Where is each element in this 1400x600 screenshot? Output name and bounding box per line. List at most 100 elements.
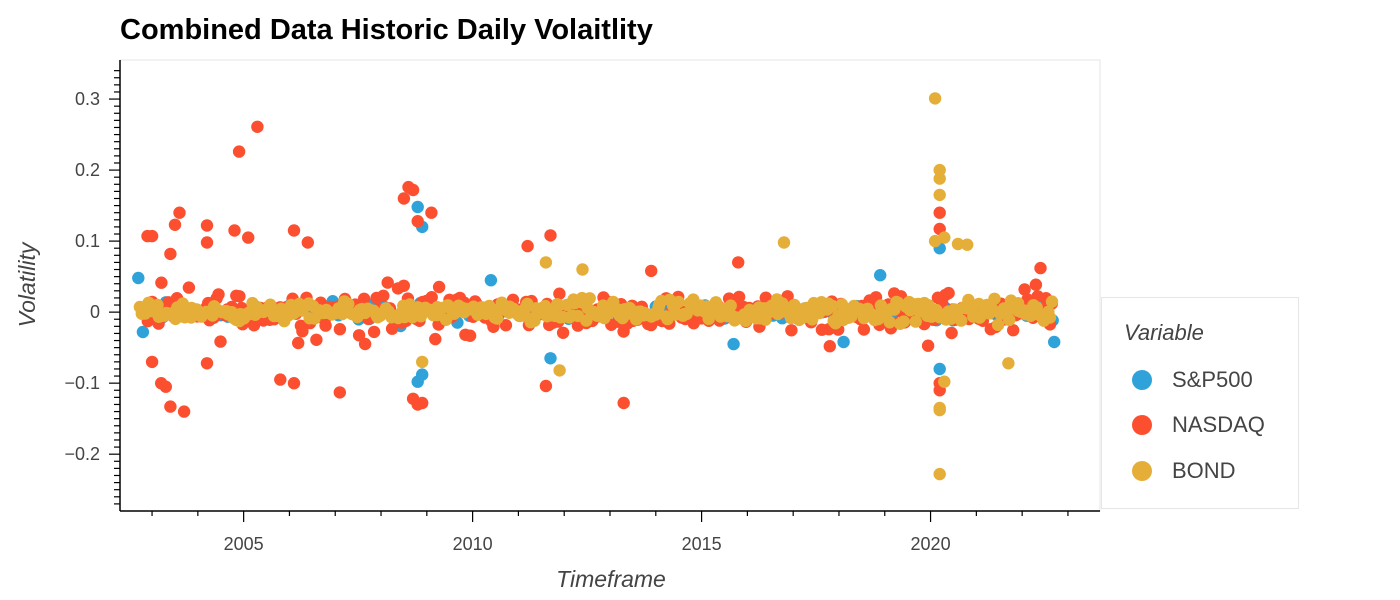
data-point bbox=[381, 276, 394, 289]
data-point bbox=[617, 396, 630, 410]
data-point bbox=[416, 355, 429, 369]
data-point bbox=[228, 224, 241, 237]
data-point bbox=[933, 172, 946, 185]
data-point bbox=[301, 236, 314, 249]
data-point bbox=[274, 373, 287, 386]
data-point bbox=[287, 377, 301, 390]
data-point bbox=[310, 333, 323, 346]
x-tick-label: 2020 bbox=[911, 534, 951, 554]
data-point bbox=[136, 325, 150, 339]
data-point bbox=[164, 400, 177, 413]
data-point bbox=[1034, 261, 1047, 275]
data-point bbox=[539, 256, 553, 269]
data-point bbox=[951, 237, 965, 251]
data-point bbox=[1002, 357, 1015, 370]
y-tick-label: 0.3 bbox=[75, 89, 100, 109]
x-tick-label: 2015 bbox=[682, 534, 722, 554]
data-point bbox=[933, 206, 946, 219]
data-point bbox=[777, 236, 791, 249]
data-point bbox=[933, 362, 946, 376]
data-point bbox=[1007, 324, 1020, 337]
data-point bbox=[933, 163, 946, 177]
data-point bbox=[823, 340, 836, 353]
data-point bbox=[173, 206, 186, 219]
data-point bbox=[933, 467, 946, 481]
data-point bbox=[521, 239, 534, 253]
data-point bbox=[132, 271, 145, 285]
series-bond bbox=[133, 92, 1059, 481]
data-point bbox=[1048, 335, 1061, 349]
data-point bbox=[212, 288, 225, 301]
data-point bbox=[928, 92, 942, 105]
data-point bbox=[491, 312, 504, 325]
y-tick-label: 0.2 bbox=[75, 160, 100, 180]
points-layer bbox=[132, 92, 1061, 481]
data-point bbox=[352, 329, 366, 342]
legend-dot-sp500 bbox=[1132, 370, 1152, 390]
data-point bbox=[200, 236, 214, 249]
data-point bbox=[233, 290, 246, 303]
data-point bbox=[857, 323, 871, 336]
data-point bbox=[672, 295, 685, 309]
data-point bbox=[955, 314, 968, 327]
y-axis-label: Volatility bbox=[14, 241, 40, 327]
data-point bbox=[164, 247, 177, 261]
data-point bbox=[961, 238, 974, 251]
data-point bbox=[724, 299, 737, 312]
data-point bbox=[938, 375, 951, 388]
data-point bbox=[539, 379, 553, 393]
data-point bbox=[1043, 311, 1057, 324]
data-point bbox=[251, 120, 264, 133]
data-point bbox=[727, 337, 740, 351]
data-point bbox=[1029, 278, 1043, 291]
data-point bbox=[406, 183, 420, 197]
data-point bbox=[151, 298, 164, 312]
data-point bbox=[429, 332, 442, 346]
data-point bbox=[897, 315, 910, 328]
data-point bbox=[425, 206, 438, 219]
y-tick-label: −0.1 bbox=[64, 373, 100, 393]
data-point bbox=[342, 297, 355, 311]
data-point bbox=[942, 286, 955, 300]
data-point bbox=[145, 355, 159, 369]
data-point bbox=[145, 229, 159, 243]
chart-title: Combined Data Historic Daily Volaitlity bbox=[120, 14, 653, 46]
data-point bbox=[367, 325, 381, 339]
data-point bbox=[432, 280, 446, 294]
data-point bbox=[177, 405, 191, 418]
data-point bbox=[416, 368, 429, 381]
legend-label-sp500: S&P500 bbox=[1172, 367, 1253, 392]
data-point bbox=[333, 386, 346, 399]
legend-label-nasdaq: NASDAQ bbox=[1172, 412, 1265, 437]
data-point bbox=[583, 292, 596, 305]
series-nasdaq bbox=[137, 120, 1059, 418]
data-point bbox=[1045, 295, 1059, 308]
legend-dot-bond bbox=[1132, 461, 1152, 481]
data-point bbox=[576, 263, 589, 276]
data-point bbox=[200, 219, 214, 232]
data-point bbox=[319, 319, 332, 332]
data-point bbox=[553, 287, 566, 300]
data-point bbox=[247, 319, 261, 332]
data-point bbox=[883, 316, 896, 329]
data-point bbox=[732, 290, 746, 304]
data-point bbox=[377, 289, 390, 302]
data-point bbox=[1003, 313, 1016, 327]
data-point bbox=[155, 276, 168, 289]
x-axis-ticks: 2005 2010 2015 2020 bbox=[151, 511, 1069, 554]
data-point bbox=[991, 318, 1005, 332]
plot-frame bbox=[119, 59, 1101, 512]
data-point bbox=[874, 269, 887, 282]
series-s-p500 bbox=[132, 200, 1061, 388]
data-point bbox=[544, 229, 557, 242]
legend-label-bond: BOND bbox=[1172, 458, 1236, 483]
data-point bbox=[1018, 283, 1031, 296]
data-point bbox=[909, 315, 922, 328]
data-point bbox=[416, 396, 429, 410]
y-tick-label: −0.2 bbox=[64, 444, 100, 464]
data-point bbox=[425, 291, 438, 304]
data-point bbox=[296, 325, 309, 338]
data-point bbox=[287, 224, 301, 237]
x-axis-label: Timeframe bbox=[556, 566, 666, 592]
data-point bbox=[333, 323, 347, 336]
